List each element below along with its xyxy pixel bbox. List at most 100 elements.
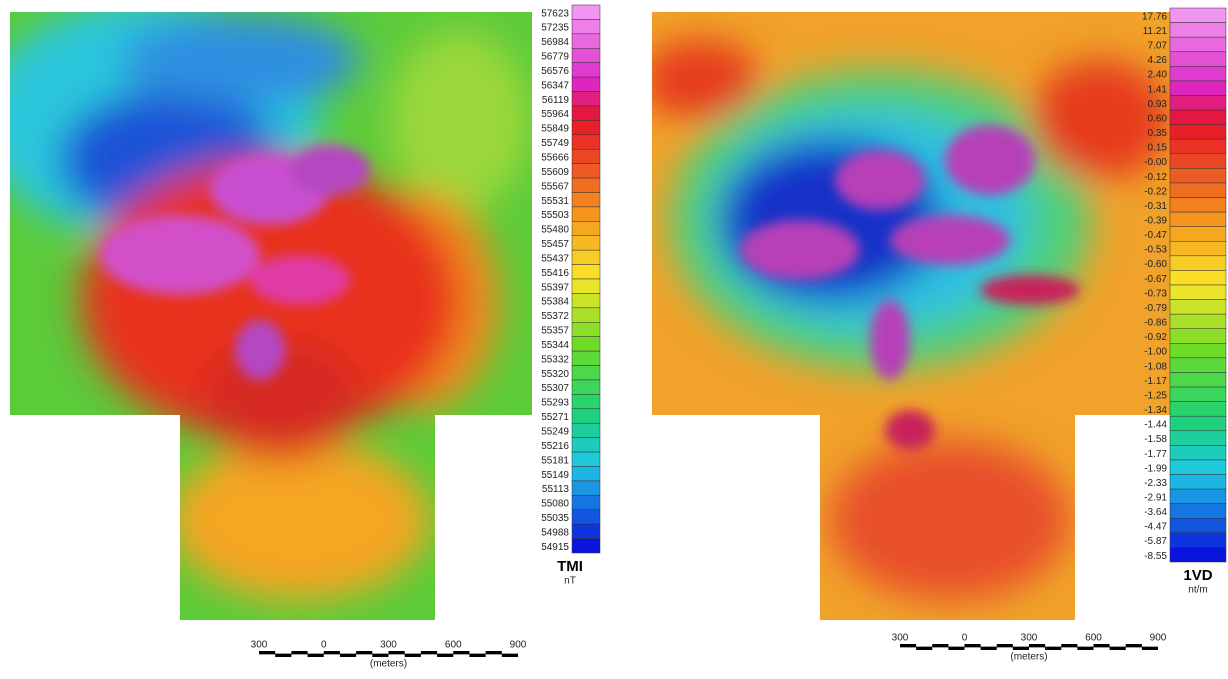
legend-swatch — [572, 92, 600, 106]
scale-segment — [1142, 647, 1158, 650]
legend-label: -0.60 — [1144, 259, 1167, 270]
legend-title: TMI — [557, 558, 583, 575]
legend-label: 55216 — [541, 441, 569, 452]
scale-segment — [437, 654, 453, 657]
scale-segment — [275, 654, 291, 657]
legend-label: -0.67 — [1144, 274, 1167, 285]
legend-label: -8.55 — [1144, 551, 1167, 562]
legend-swatch — [1170, 110, 1226, 125]
legend-label: 4.26 — [1148, 55, 1168, 66]
legend-label: 0.35 — [1148, 128, 1168, 139]
legend-label: 55249 — [541, 427, 569, 438]
scale-segment — [948, 647, 964, 650]
scale-segment — [1110, 647, 1126, 650]
scale-segment — [421, 651, 437, 654]
legend-swatch — [572, 48, 600, 62]
legend-swatch — [1170, 475, 1226, 490]
scale-segment — [981, 647, 997, 650]
legend-swatch — [1170, 227, 1226, 242]
legend-label: 55567 — [541, 181, 569, 192]
legend-swatch — [572, 19, 600, 33]
legend-label: 7.07 — [1148, 41, 1168, 52]
legend-label: 56119 — [542, 95, 570, 106]
legend-label: -0.73 — [1144, 288, 1167, 299]
legend-label: -1.44 — [1144, 420, 1167, 431]
legend-label: 17.76 — [1142, 11, 1167, 22]
legend-label: 55480 — [541, 225, 569, 236]
legend-swatch — [572, 510, 600, 524]
scale-tick-label: 0 — [321, 640, 327, 651]
legend-label: 55344 — [541, 340, 569, 351]
legend-label: 11.21 — [1143, 26, 1168, 37]
legend-label: 56779 — [541, 52, 569, 63]
legend-swatch — [1170, 139, 1226, 154]
legend-label: 1.41 — [1148, 84, 1168, 95]
legend-label: -1.25 — [1144, 390, 1167, 401]
scale-tick-label: 600 — [445, 640, 462, 651]
scale-segment — [389, 651, 405, 654]
legend-swatch — [572, 452, 600, 466]
legend-swatch — [1170, 445, 1226, 460]
scale-tick-label: 600 — [1085, 633, 1102, 644]
legend-swatch — [572, 265, 600, 279]
legend-label: -0.00 — [1144, 157, 1167, 168]
legend-label: 55271 — [541, 412, 569, 423]
legend-swatch — [1170, 154, 1226, 169]
legend-swatch — [1170, 489, 1226, 504]
legend-label: -1.08 — [1144, 361, 1167, 372]
legend-swatch — [572, 207, 600, 221]
legend-label: 55384 — [541, 297, 569, 308]
scale-segment — [356, 651, 372, 654]
legend-label: -0.53 — [1144, 245, 1167, 256]
scale-segment — [1061, 644, 1077, 647]
legend-swatch — [572, 394, 600, 408]
legend-label: -0.22 — [1144, 186, 1167, 197]
legend-label: -0.31 — [1144, 201, 1167, 212]
legend-swatch — [572, 351, 600, 365]
legend-swatch — [572, 192, 600, 206]
scale-tick-label: 300 — [1021, 633, 1038, 644]
legend-label: 55437 — [541, 253, 569, 264]
legend-swatch — [572, 279, 600, 293]
legend-label: -0.86 — [1144, 318, 1167, 329]
legend-swatch — [1170, 81, 1226, 96]
scale-segment — [916, 647, 932, 650]
scale-tick-label: 0 — [962, 633, 968, 644]
legend-label: 55849 — [541, 124, 569, 135]
legend-swatch — [1170, 256, 1226, 271]
scale-segment — [965, 644, 981, 647]
legend-swatch — [1170, 518, 1226, 533]
legend-swatch — [572, 409, 600, 423]
legend-swatch — [572, 322, 600, 336]
scale-tick-label: 900 — [1150, 633, 1167, 644]
legend-swatch — [1170, 533, 1226, 548]
legend-swatch — [1170, 198, 1226, 213]
legend-swatch — [572, 380, 600, 394]
legend-label: 55181 — [541, 455, 569, 466]
legend-swatch — [1170, 212, 1226, 227]
legend-swatch — [572, 366, 600, 380]
legend-swatch — [1170, 387, 1226, 402]
scale-segment — [900, 644, 916, 647]
legend-unit: nT — [564, 576, 576, 587]
legend-label: -1.34 — [1144, 405, 1167, 416]
legend-label: -1.17 — [1144, 376, 1167, 387]
legend-swatch — [572, 236, 600, 250]
legend-swatch — [1170, 66, 1226, 81]
legend-label: 55372 — [541, 311, 569, 322]
scale-segment — [1126, 644, 1142, 647]
legend-swatch — [572, 524, 600, 538]
legend-label: 55457 — [541, 239, 569, 250]
scale-tick-label: 900 — [510, 640, 527, 651]
legend-label: 56576 — [541, 66, 569, 77]
legend-label: 55609 — [541, 167, 569, 178]
scale-segment — [259, 651, 275, 654]
scale-segment — [324, 651, 340, 654]
legend-swatch — [1170, 314, 1226, 329]
scale-unit: (meters) — [1010, 652, 1047, 663]
legend-swatch — [1170, 431, 1226, 446]
legend-label: 55666 — [541, 153, 569, 164]
legend-swatch — [1170, 343, 1226, 358]
legend-swatch — [1170, 23, 1226, 38]
scale-segment — [291, 651, 307, 654]
